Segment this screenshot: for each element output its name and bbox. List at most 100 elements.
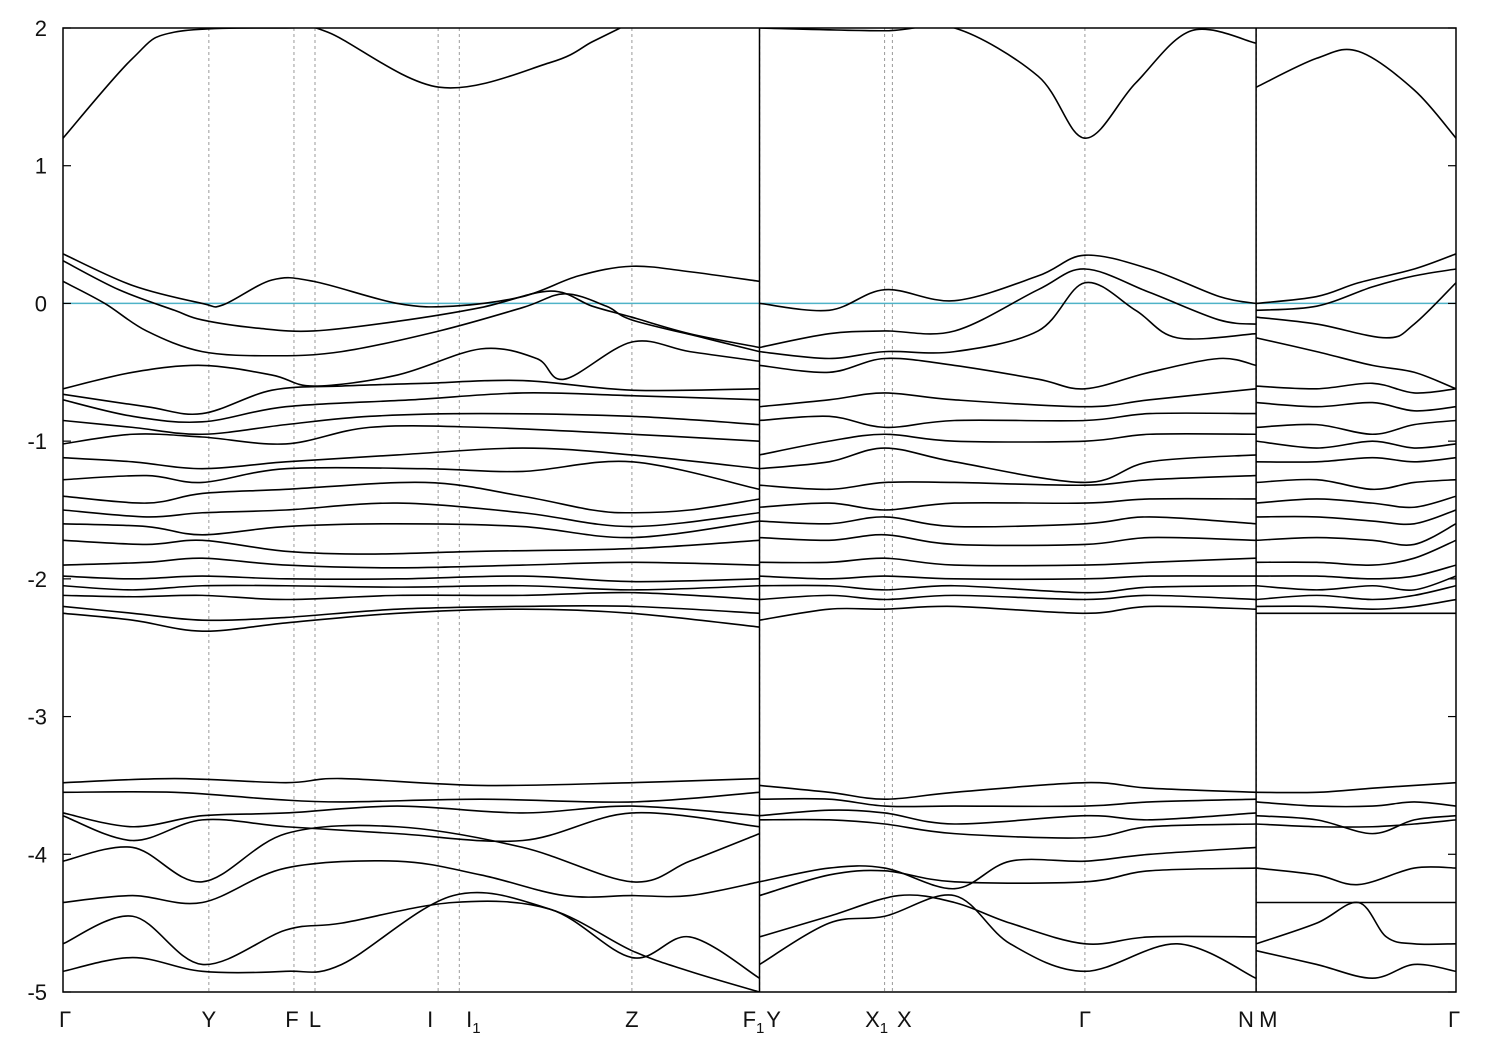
band-line (63, 392, 760, 424)
band-line (1256, 509, 1456, 526)
band-line (759, 268, 1257, 349)
band-line (1256, 401, 1456, 412)
y-tick-label: 1 (35, 154, 47, 179)
band-line (1256, 801, 1456, 808)
x-tick-label: M (1259, 1007, 1277, 1032)
band-line (759, 809, 1257, 825)
band-line (63, 604, 760, 622)
band-line (1256, 584, 1456, 601)
band-line (63, 280, 760, 357)
band-line (759, 797, 1256, 808)
band-line (1256, 337, 1456, 390)
x-tick-label: L (309, 1007, 321, 1032)
band-line (759, 516, 1257, 528)
band-line (1255, 901, 1456, 946)
band-line (759, 474, 1257, 491)
band-line (63, 260, 760, 349)
band-line (1256, 866, 1456, 886)
band-line (759, 497, 1256, 511)
y-tick-label: -4 (27, 842, 47, 867)
y-tick-label: -5 (27, 980, 47, 1005)
x-tick-subscript: 1 (880, 1020, 888, 1037)
x-tick-label: F1 (743, 1007, 765, 1037)
band-line (1256, 253, 1456, 305)
band-line (759, 818, 1256, 839)
band-line (63, 340, 760, 390)
x-tick-label: X1 (865, 1007, 888, 1037)
band-line (1256, 814, 1456, 835)
band-line (1256, 382, 1456, 394)
band-line (1256, 478, 1456, 491)
band-line (759, 894, 1256, 946)
x-tick-label: Y (766, 1007, 781, 1032)
plot-frame (62, 27, 1457, 993)
band-line (63, 891, 760, 992)
x-tick-label: I (427, 1007, 433, 1032)
band-line (63, 253, 760, 308)
x-tick-label: X (897, 1007, 912, 1032)
y-tick-label: 2 (35, 16, 47, 41)
band-line (1256, 949, 1456, 980)
band-line (759, 867, 1256, 897)
band-line (63, 520, 760, 539)
band-line (63, 412, 760, 436)
band-line (63, 539, 760, 555)
band-line (759, 533, 1256, 547)
band-line (759, 432, 1256, 456)
x-tick-label: Z (625, 1007, 638, 1032)
band-line (759, 605, 1256, 621)
band-line (1256, 539, 1456, 566)
band-line (759, 281, 1257, 360)
band-line (63, 805, 760, 828)
x-axis: Γ Y F L I I1 Z F1 Y X1 X Γ N M Γ (59, 1007, 1460, 1037)
y-tick-label: -3 (27, 705, 47, 730)
band-line (63, 584, 760, 591)
x-tick-label: Γ (1079, 1007, 1091, 1032)
band-line (1256, 456, 1456, 463)
band-line (759, 557, 1257, 567)
y-tick-label: -2 (27, 567, 47, 592)
band-line (1255, 48, 1456, 139)
band-line (759, 584, 1256, 594)
band-line (1256, 268, 1456, 312)
band-line (759, 28, 1257, 139)
x-tick-label: Γ (59, 1007, 71, 1032)
band-line (63, 557, 760, 569)
band-line (63, 811, 760, 843)
band-line (63, 502, 760, 528)
band-line (63, 425, 760, 445)
y-axis: 2 1 0 -1 -2 -3 -4 -5 (27, 16, 1456, 1005)
x-tick-label: Y (202, 1007, 217, 1032)
band-line (759, 594, 1257, 601)
band-line (63, 28, 621, 139)
band-line (1256, 819, 1456, 828)
band-line (1256, 495, 1456, 509)
band-line (63, 575, 760, 583)
y-tick-label: -1 (27, 429, 47, 454)
band-line (63, 859, 760, 905)
segment-breaks (758, 28, 1257, 992)
band-line (1256, 419, 1456, 436)
x-tick-label: I1 (466, 1007, 480, 1037)
band-line (63, 900, 760, 979)
band-line (63, 447, 760, 470)
band-line (63, 791, 760, 803)
band-line (1256, 781, 1456, 794)
x-tick-label: Γ (1448, 1007, 1460, 1032)
band-line (63, 608, 760, 632)
band-line (759, 388, 1257, 408)
band-line (1256, 523, 1456, 546)
band-line (759, 357, 1257, 390)
band-line (63, 460, 760, 491)
band-line (759, 575, 1256, 581)
band-line (63, 481, 760, 514)
x-tick-subscript: 1 (472, 1020, 480, 1037)
band-line (759, 447, 1257, 484)
x-tick-subscript: 1 (756, 1020, 764, 1037)
band-line (63, 591, 760, 601)
band-line (1256, 440, 1456, 449)
band-line (759, 894, 1257, 979)
x-tick-label: N (1238, 1007, 1254, 1032)
